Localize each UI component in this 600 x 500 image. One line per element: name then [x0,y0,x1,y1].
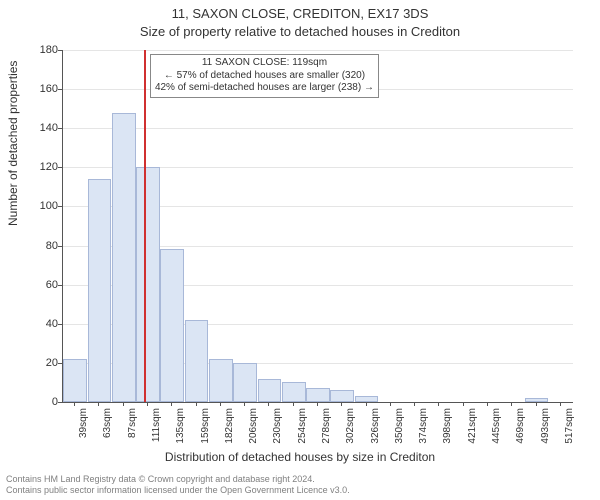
histogram-bar [209,359,233,402]
histogram-bar [233,363,257,402]
property-marker-line [144,50,146,402]
histogram-bar [282,382,306,402]
x-tick-mark [511,402,512,406]
histogram-bar [185,320,209,402]
x-tick-mark [366,402,367,406]
x-tick-mark [560,402,561,406]
y-tick-mark [58,167,62,168]
annotation-line: 11 SAXON CLOSE: 119sqm [155,57,374,70]
x-tick-label: 398sqm [442,408,453,458]
y-tick-mark [58,363,62,364]
x-tick-label: 445sqm [491,408,502,458]
chart-title-main: 11, SAXON CLOSE, CREDITON, EX17 3DS [0,6,600,21]
y-tick-label: 20 [18,357,58,369]
y-tick-label: 0 [18,396,58,408]
x-tick-label: 493sqm [540,408,551,458]
x-tick-label: 159sqm [200,408,211,458]
chart-container: 11, SAXON CLOSE, CREDITON, EX17 3DS Size… [0,0,600,500]
y-tick-mark [58,324,62,325]
histogram-bar [136,167,160,402]
x-tick-label: 87sqm [127,408,138,458]
y-tick-mark [58,206,62,207]
y-tick-label: 120 [18,161,58,173]
x-tick-label: 254sqm [297,408,308,458]
x-tick-mark [196,402,197,406]
x-tick-mark [341,402,342,406]
y-tick-label: 160 [18,83,58,95]
x-tick-mark [268,402,269,406]
x-tick-label: 421sqm [467,408,478,458]
annotation-line: ← 57% of detached houses are smaller (32… [155,70,374,83]
x-tick-label: 374sqm [418,408,429,458]
y-tick-label: 140 [18,122,58,134]
y-tick-label: 180 [18,44,58,56]
y-tick-mark [58,285,62,286]
x-tick-label: 517sqm [564,408,575,458]
histogram-bar [306,388,330,402]
y-tick-mark [58,402,62,403]
y-tick-mark [58,89,62,90]
footer-line-2: Contains public sector information licen… [6,485,350,496]
x-tick-mark [390,402,391,406]
x-tick-mark [171,402,172,406]
x-tick-label: 350sqm [394,408,405,458]
x-tick-mark [220,402,221,406]
x-tick-label: 135sqm [175,408,186,458]
x-tick-label: 278sqm [321,408,332,458]
y-tick-label: 100 [18,200,58,212]
histogram-bar [88,179,112,402]
x-tick-label: 63sqm [102,408,113,458]
y-tick-label: 40 [18,318,58,330]
x-tick-mark [147,402,148,406]
footer-line-1: Contains HM Land Registry data © Crown c… [6,474,350,485]
y-tick-label: 60 [18,279,58,291]
x-tick-label: 326sqm [370,408,381,458]
gridline [63,128,573,129]
histogram-bar [330,390,354,402]
x-tick-mark [438,402,439,406]
histogram-bar [160,249,184,402]
y-tick-label: 80 [18,240,58,252]
x-tick-mark [536,402,537,406]
histogram-bar [258,379,282,402]
y-tick-mark [58,128,62,129]
x-tick-label: 111sqm [151,408,162,458]
x-tick-label: 39sqm [78,408,89,458]
x-tick-label: 230sqm [272,408,283,458]
x-tick-mark [244,402,245,406]
x-tick-mark [414,402,415,406]
histogram-bar [112,113,136,402]
x-tick-label: 182sqm [224,408,235,458]
x-tick-label: 206sqm [248,408,259,458]
plot-area: 11 SAXON CLOSE: 119sqm← 57% of detached … [62,50,573,403]
x-tick-label: 302sqm [345,408,356,458]
x-tick-mark [487,402,488,406]
x-tick-mark [123,402,124,406]
x-tick-label: 469sqm [515,408,526,458]
chart-title-sub: Size of property relative to detached ho… [0,24,600,39]
x-tick-mark [463,402,464,406]
x-tick-mark [317,402,318,406]
annotation-box: 11 SAXON CLOSE: 119sqm← 57% of detached … [150,54,379,98]
y-tick-mark [58,246,62,247]
x-tick-mark [98,402,99,406]
y-tick-mark [58,50,62,51]
x-tick-mark [293,402,294,406]
x-tick-mark [74,402,75,406]
footer-attribution: Contains HM Land Registry data © Crown c… [6,474,350,496]
annotation-line: 42% of semi-detached houses are larger (… [155,82,374,95]
gridline [63,50,573,51]
histogram-bar [63,359,87,402]
